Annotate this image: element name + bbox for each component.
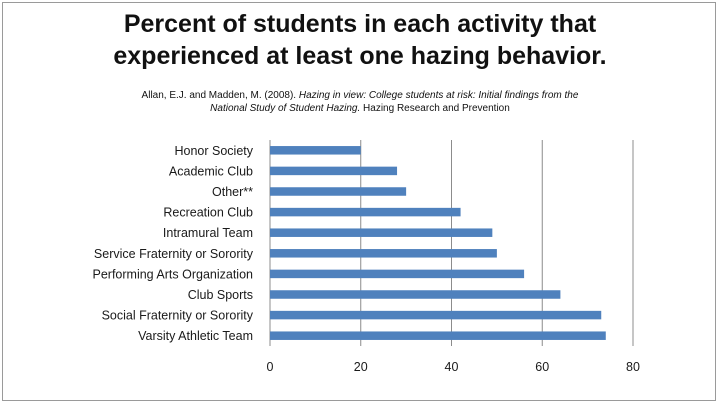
x-tick-label-80: 80 [626,360,640,374]
citation-publisher: Hazing Research and Prevention [363,103,510,114]
category-label-recreation-club: Recreation Club [163,206,253,220]
x-tick-label-20: 20 [354,360,368,374]
category-label-academic-club: Academic Club [169,164,253,178]
category-label-social-fraternity-or-sorority: Social Fraternity or Sorority [102,309,254,323]
category-label-varsity-athletic-team: Varsity Athletic Team [138,329,253,343]
tick-layer: 0 20 40 60 80 [267,360,640,374]
bar-service-fraternity-or-sorority [270,249,497,258]
category-label-service-fraternity-or-sorority: Service Fraternity or Sorority [94,247,254,261]
citation: Allan, E.J. and Madden, M. (2008). Hazin… [0,89,720,115]
citation-line-1: Allan, E.J. and Madden, M. (2008). Hazin… [0,89,720,102]
label-layer: Honor Society Academic Club Other** Recreat… [93,144,254,343]
bar-other [270,187,407,196]
x-tick-label-60: 60 [535,360,549,374]
category-label-intramural-team: Intramural Team [163,226,253,240]
bar-social-fraternity-or-sorority [270,310,602,320]
bar-varsity-athletic-team [270,331,606,340]
bar-recreation-club [270,207,461,217]
slide-frame [2,2,716,401]
citation-authors: Allan, E.J. and Madden, M. (2008). [141,90,297,101]
bar-club-sports [270,290,561,299]
category-label-other: Other** [212,185,253,199]
category-label-club-sports: Club Sports [188,288,253,302]
bar-intramural-team [270,228,493,237]
chart-title-line-2: experienced at least one hazing behavior… [113,42,607,70]
category-label-honor-society: Honor Society [174,144,253,158]
citation-work-title-2: National Study of Student Hazing. [210,103,361,114]
bar-academic-club [270,166,398,176]
bar-layer [270,146,606,340]
x-tick-label-40: 40 [445,360,459,374]
bar-performing-arts-organization [270,269,525,279]
x-tick-label-0: 0 [267,360,274,374]
category-label-performing-arts-organization: Performing Arts Organization [93,267,254,281]
citation-line-2: National Study of Student Hazing. Hazing… [0,102,720,115]
bar-honor-society [270,146,361,155]
citation-work-title-1: Hazing in view: College students at risk… [298,90,579,101]
chart-title: Percent of students in each activity tha… [0,8,720,72]
chart-title-line-1: Percent of students in each activity tha… [123,10,597,38]
